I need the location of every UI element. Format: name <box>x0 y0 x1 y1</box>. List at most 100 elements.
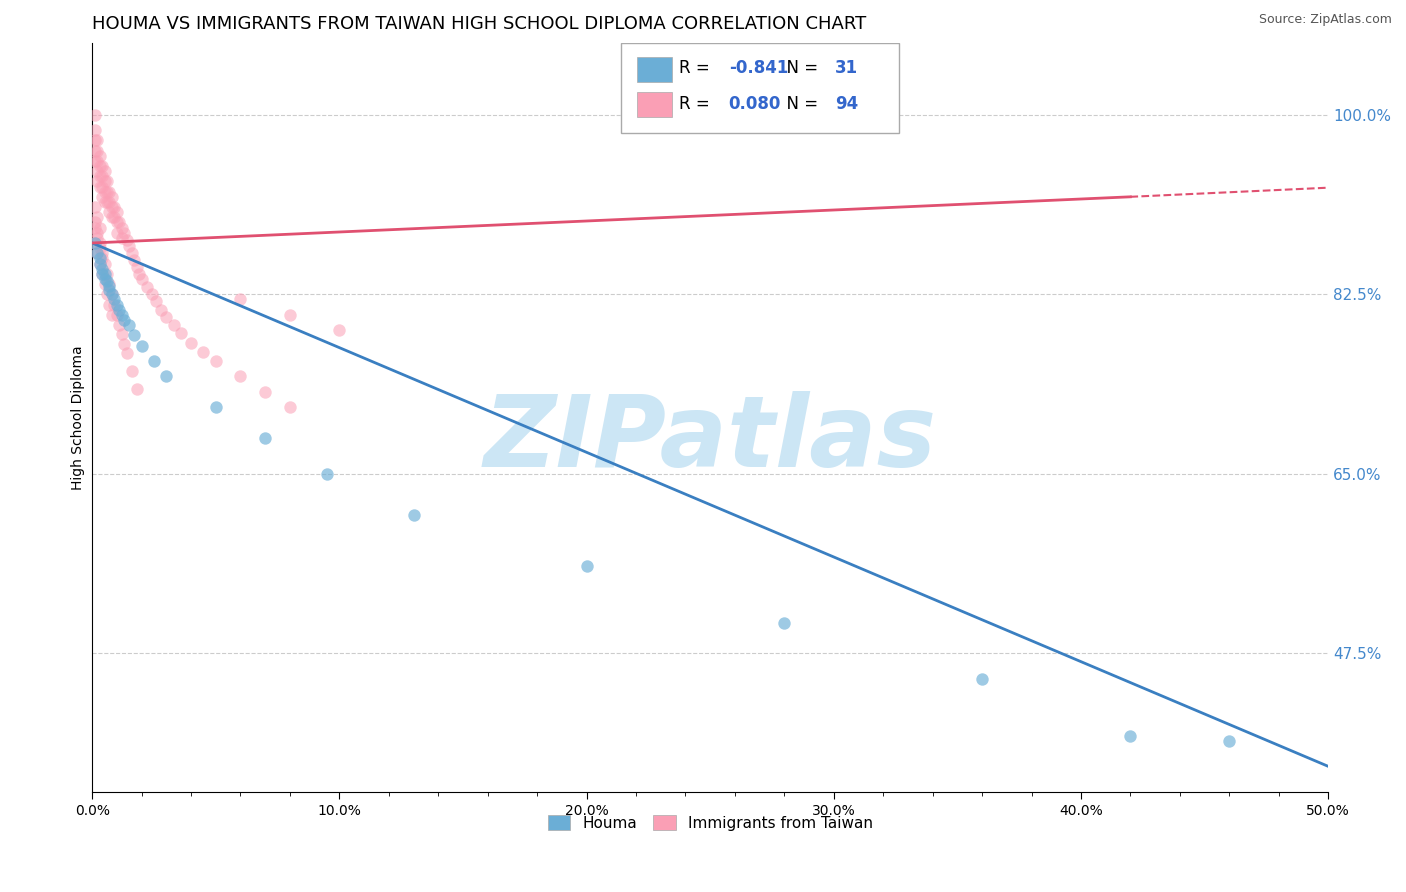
Point <box>86 144 108 158</box>
Point <box>93 272 115 286</box>
Point <box>98 277 121 291</box>
Legend: Houma, Immigrants from Taiwan: Houma, Immigrants from Taiwan <box>541 808 879 837</box>
Point <box>93 277 115 291</box>
Point <box>125 382 148 396</box>
Point <box>111 220 134 235</box>
Point <box>96 185 118 199</box>
Point <box>89 179 111 194</box>
Point <box>98 283 121 297</box>
Point <box>89 220 111 235</box>
Text: 31: 31 <box>835 59 858 77</box>
Point <box>118 239 141 253</box>
Point <box>83 220 105 235</box>
Text: 0.080: 0.080 <box>728 95 782 113</box>
Point <box>328 323 350 337</box>
Text: R =: R = <box>679 95 716 113</box>
Point <box>98 185 121 199</box>
Point <box>150 302 173 317</box>
Point <box>970 672 993 686</box>
Point <box>143 354 166 368</box>
Point <box>128 267 150 281</box>
Point <box>101 287 124 301</box>
Point <box>86 133 108 147</box>
Point <box>204 354 226 368</box>
Point <box>91 169 114 184</box>
Point <box>193 344 215 359</box>
Point <box>105 215 128 229</box>
Point <box>105 297 128 311</box>
Point <box>105 226 128 240</box>
Text: N =: N = <box>776 59 823 77</box>
FancyBboxPatch shape <box>621 43 900 133</box>
Point <box>108 302 131 317</box>
Point <box>125 260 148 274</box>
Point <box>98 205 121 219</box>
Point <box>103 297 125 311</box>
Point <box>163 318 186 332</box>
Point <box>89 235 111 250</box>
Point <box>204 400 226 414</box>
Point <box>86 246 108 260</box>
Point <box>86 231 108 245</box>
Point <box>101 200 124 214</box>
Point <box>101 211 124 225</box>
Point <box>108 318 131 332</box>
Point <box>101 287 124 301</box>
Point <box>89 256 111 270</box>
Point <box>83 235 105 250</box>
Point <box>86 174 108 188</box>
Point <box>93 267 115 281</box>
Point <box>115 233 138 247</box>
Point <box>86 211 108 225</box>
Point <box>83 235 105 250</box>
Point <box>91 190 114 204</box>
Point <box>83 153 105 168</box>
Point <box>96 267 118 281</box>
Point <box>101 308 124 322</box>
Point <box>105 205 128 219</box>
Point <box>98 194 121 209</box>
Point <box>91 179 114 194</box>
Point <box>1119 729 1142 743</box>
Point <box>86 226 108 240</box>
Point <box>91 252 114 266</box>
Point <box>141 287 163 301</box>
Point <box>83 108 105 122</box>
Point <box>86 164 108 178</box>
Point <box>86 246 108 260</box>
Text: Source: ZipAtlas.com: Source: ZipAtlas.com <box>1258 13 1392 27</box>
Point <box>402 508 425 522</box>
Point <box>89 256 111 270</box>
Point <box>103 211 125 225</box>
Point <box>278 400 301 414</box>
Text: R =: R = <box>679 59 716 77</box>
Point <box>86 153 108 168</box>
Point <box>96 287 118 301</box>
Point <box>101 190 124 204</box>
Point <box>103 293 125 307</box>
Point <box>254 431 277 445</box>
Point <box>254 384 277 399</box>
Point <box>103 200 125 214</box>
Point <box>91 267 114 281</box>
Point <box>89 149 111 163</box>
Point <box>112 313 135 327</box>
Point <box>773 615 796 630</box>
Point <box>93 174 115 188</box>
Point <box>93 194 115 209</box>
Point <box>89 241 111 255</box>
Point <box>91 261 114 276</box>
Point <box>180 335 202 350</box>
Point <box>83 215 105 229</box>
Point <box>111 327 134 342</box>
Point <box>91 246 114 260</box>
Point <box>96 174 118 188</box>
Point <box>155 369 177 384</box>
Point <box>131 338 153 352</box>
Point <box>83 133 105 147</box>
Bar <box>637 57 672 82</box>
Point <box>89 159 111 173</box>
Point <box>111 231 134 245</box>
Text: N =: N = <box>776 95 823 113</box>
Point <box>93 185 115 199</box>
